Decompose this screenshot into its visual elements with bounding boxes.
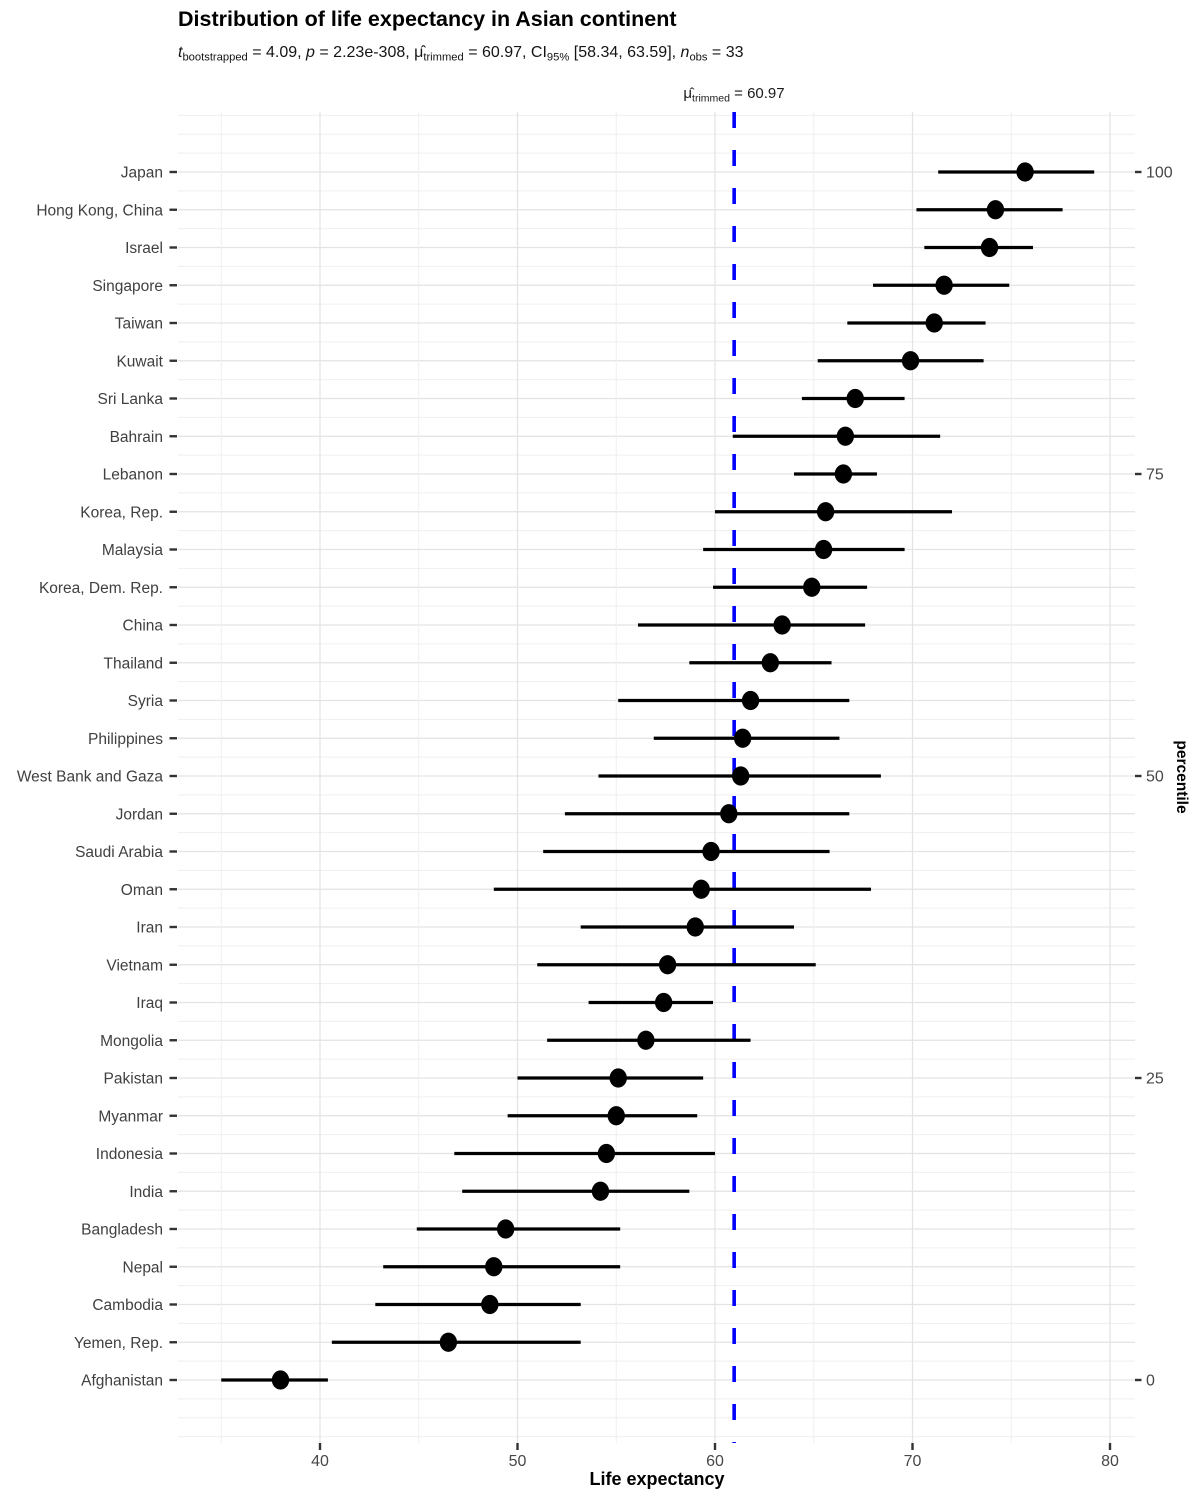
- country-label: Japan: [121, 165, 163, 182]
- x-tick-label: 70: [904, 1453, 922, 1470]
- estimate-point: [702, 841, 720, 862]
- subtitle-segment: trimmed: [423, 51, 464, 64]
- estimate-point: [733, 728, 752, 748]
- estimate-point: [607, 1106, 625, 1126]
- subtitle-segment: = 2.23e-308,: [314, 44, 415, 61]
- country-label: Oman: [121, 882, 163, 899]
- country-label: Iran: [136, 920, 163, 937]
- country-label: Syria: [128, 693, 164, 710]
- country-label: Sri Lanka: [98, 391, 164, 408]
- estimate-point: [1016, 162, 1034, 182]
- country-label: Indonesia: [96, 1146, 164, 1163]
- estimate-point: [836, 426, 855, 446]
- estimate-point: [496, 1219, 515, 1239]
- reference-line-label: μ̂trimmed = 60.97: [683, 85, 784, 104]
- country-label: Jordan: [116, 806, 163, 823]
- subtitle-segment: = 33: [707, 44, 744, 61]
- estimate-point: [591, 1181, 610, 1201]
- country-label: Nepal: [123, 1259, 164, 1276]
- subtitle-segment: n: [680, 44, 690, 61]
- country-label: Thailand: [104, 655, 163, 672]
- country-label: Hong Kong, China: [36, 202, 163, 219]
- country-label: Myanmar: [98, 1108, 163, 1125]
- estimate-point: [485, 1257, 503, 1277]
- country-label: Vietnam: [106, 957, 163, 974]
- country-label: Yemen, Rep.: [74, 1335, 163, 1352]
- country-label: Philippines: [88, 731, 163, 748]
- x-tick-label: 50: [509, 1453, 527, 1470]
- subtitle-segment: t: [178, 44, 183, 61]
- country-label: Iraq: [136, 995, 163, 1012]
- country-label: Cambodia: [92, 1297, 163, 1314]
- country-label: West Bank and Gaza: [17, 769, 164, 786]
- estimate-point: [637, 1030, 655, 1050]
- estimate-point: [692, 879, 710, 899]
- country-label: Singapore: [92, 278, 163, 295]
- estimate-point: [271, 1370, 290, 1390]
- estimate-point: [816, 502, 835, 522]
- chart-title: Distribution of life expectancy in Asian…: [178, 7, 677, 31]
- chart-subtitle: tbootstrapped = 4.09, p = 2.23e-308, μ̂t…: [178, 44, 744, 64]
- estimate-point: [814, 539, 833, 560]
- x-tick-label: 60: [706, 1453, 724, 1470]
- subtitle-segment: μ̂: [683, 85, 693, 102]
- country-label: Kuwait: [116, 353, 163, 370]
- subtitle-segment: 95%: [546, 51, 570, 64]
- estimate-point: [761, 653, 779, 673]
- country-label: Korea, Dem. Rep.: [39, 580, 163, 597]
- subtitle-segment: [58.34, 63.59],: [569, 44, 681, 61]
- country-label: Bahrain: [110, 429, 163, 446]
- country-label: Saudi Arabia: [75, 844, 163, 861]
- country-label: Bangladesh: [81, 1222, 163, 1239]
- subtitle-segment: = 60.97, CI: [463, 44, 547, 61]
- estimate-point: [980, 237, 999, 258]
- estimate-point: [846, 388, 864, 409]
- subtitle-segment: trimmed: [692, 92, 730, 105]
- estimate-point: [658, 955, 677, 975]
- subtitle-segment: μ̂: [414, 44, 424, 61]
- country-label: Pakistan: [104, 1071, 163, 1088]
- country-label: Taiwan: [115, 316, 163, 333]
- estimate-point: [834, 464, 853, 484]
- estimate-point: [597, 1143, 616, 1164]
- estimate-point: [901, 351, 920, 371]
- estimate-point: [481, 1294, 499, 1315]
- estimate-point: [654, 992, 673, 1013]
- subtitle-segment: bootstrapped: [182, 51, 248, 64]
- estimate-point: [731, 766, 750, 786]
- country-label: China: [123, 618, 164, 635]
- subtitle-segment: p: [306, 44, 315, 61]
- x-tick-label: 40: [311, 1453, 329, 1470]
- percentile-tick-label: 75: [1146, 467, 1164, 484]
- country-label: Lebanon: [103, 467, 163, 484]
- right-axis-title: percentile: [1173, 740, 1190, 814]
- estimate-point: [686, 917, 704, 937]
- country-label: Korea, Rep.: [80, 504, 163, 521]
- country-label: Mongolia: [100, 1033, 163, 1050]
- country-label: India: [129, 1184, 163, 1201]
- country-label: Afghanistan: [81, 1373, 163, 1390]
- estimate-point: [773, 615, 791, 635]
- estimate-point: [935, 275, 953, 295]
- percentile-tick-label: 0: [1146, 1373, 1155, 1390]
- estimate-point: [803, 577, 821, 597]
- x-tick-label: 80: [1101, 1453, 1119, 1470]
- percentile-tick-label: 25: [1146, 1071, 1164, 1088]
- x-axis-title: Life expectancy: [589, 1469, 725, 1489]
- country-label: Israel: [125, 240, 163, 257]
- estimate-point: [609, 1068, 627, 1088]
- subtitle-segment: = 60.97: [729, 85, 785, 102]
- country-label: Malaysia: [102, 542, 164, 559]
- subtitle-segment: obs: [689, 51, 708, 64]
- percentile-tick-label: 50: [1146, 769, 1164, 786]
- estimate-point: [720, 804, 738, 824]
- estimate-point: [925, 313, 943, 333]
- percentile-tick-label: 100: [1146, 165, 1173, 182]
- estimate-point: [439, 1332, 458, 1352]
- estimate-point: [986, 200, 1005, 220]
- estimate-point: [741, 690, 760, 711]
- subtitle-segment: = 4.09,: [247, 44, 307, 61]
